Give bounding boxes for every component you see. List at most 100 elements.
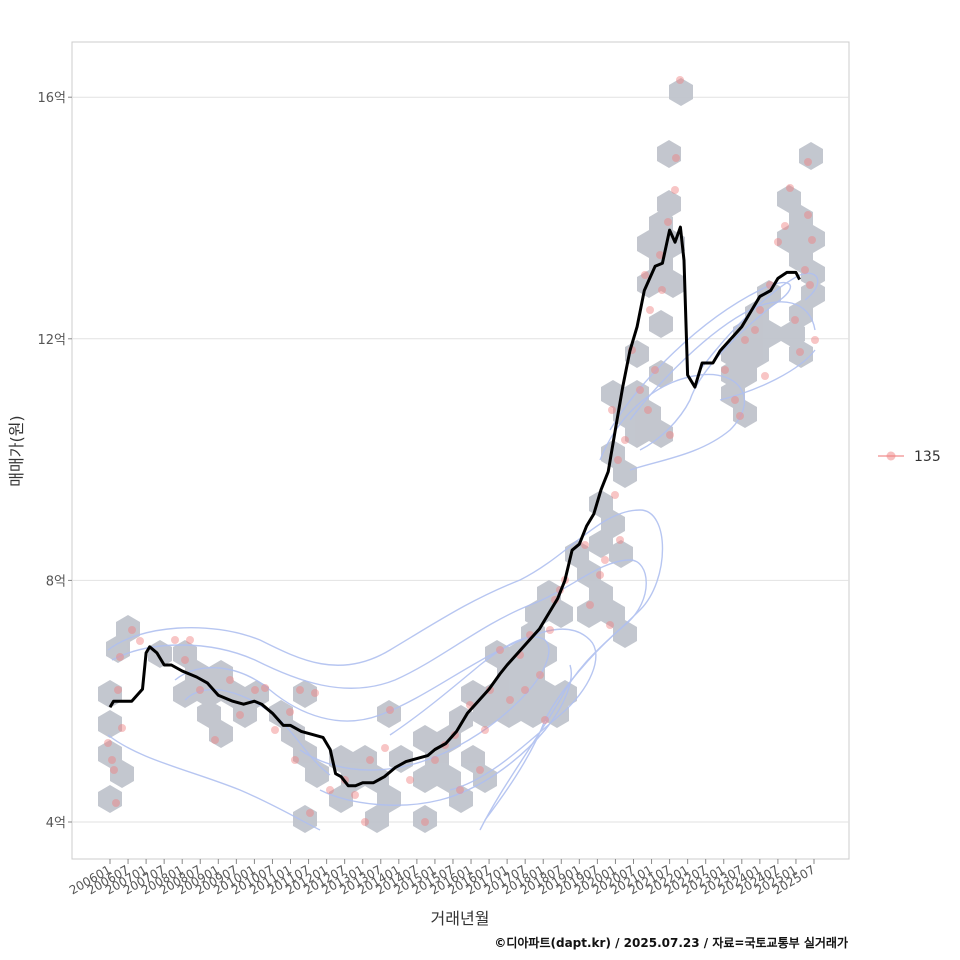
scatter-point xyxy=(774,238,782,246)
scatter-point xyxy=(136,637,144,645)
price-line-layer xyxy=(108,225,801,788)
scatter-point xyxy=(431,756,439,764)
scatter-point xyxy=(791,316,799,324)
scatter-point xyxy=(621,436,629,444)
scatter-point xyxy=(104,739,112,747)
scatter-point xyxy=(361,818,369,826)
scatter-point xyxy=(128,626,136,634)
scatter-point xyxy=(666,431,674,439)
y-tick-label: 16억 xyxy=(37,91,66,106)
density-contours xyxy=(107,272,819,831)
legend-label: 135 xyxy=(914,449,941,465)
hexbin-cell xyxy=(98,615,140,813)
scatter-point xyxy=(251,686,259,694)
hexbin-cell xyxy=(485,78,693,728)
scatter-point xyxy=(781,222,789,230)
y-axis-title: 매매가(원) xyxy=(7,415,26,486)
scatter-point xyxy=(786,184,794,192)
scatter-point xyxy=(311,689,319,697)
scatter-point xyxy=(116,653,124,661)
scatter-point xyxy=(646,306,654,314)
scatter-point xyxy=(671,186,679,194)
scatter-point xyxy=(421,818,429,826)
scatter-point xyxy=(614,456,622,464)
scatter-point xyxy=(664,218,672,226)
scatter-point xyxy=(286,708,294,716)
scatter-point xyxy=(601,556,609,564)
scatter-point xyxy=(112,799,120,807)
scatter-point xyxy=(114,686,122,694)
scatter-point xyxy=(261,684,269,692)
scatter-point xyxy=(721,366,729,374)
scatter-point xyxy=(611,491,619,499)
scatter-point xyxy=(804,211,812,219)
scatter-point xyxy=(676,76,684,84)
scatter-point xyxy=(672,154,680,162)
legend-key-point xyxy=(886,451,896,461)
scatter-point xyxy=(541,716,549,724)
scatter-points xyxy=(104,76,819,826)
y-tick-label: 8억 xyxy=(46,574,66,589)
scatter-point xyxy=(481,726,489,734)
scatter-point xyxy=(521,686,529,694)
scatter-point xyxy=(796,348,804,356)
scatter-point xyxy=(741,336,749,344)
scatter-point xyxy=(616,536,624,544)
scatter-point xyxy=(296,686,304,694)
scatter-point xyxy=(118,724,126,732)
x-axis-title: 거래년월 xyxy=(431,909,490,928)
x-axis: 2006012006072007012007072008012008072009… xyxy=(67,859,818,898)
contour-line xyxy=(609,281,792,451)
scatter-point xyxy=(381,744,389,752)
contour-line xyxy=(299,636,550,771)
scatter-point xyxy=(804,158,812,166)
scatter-point xyxy=(306,809,314,817)
scatter-point xyxy=(586,601,594,609)
scatter-point xyxy=(811,336,819,344)
scatter-point xyxy=(808,236,816,244)
scatter-point xyxy=(108,756,116,764)
grid-lines xyxy=(72,96,849,823)
scatter-point xyxy=(656,251,664,259)
scatter-point xyxy=(496,646,504,654)
y-tick-label: 12억 xyxy=(37,333,66,348)
scatter-point xyxy=(171,636,179,644)
scatter-point xyxy=(581,541,589,549)
scatter-point xyxy=(506,696,514,704)
scatter-point xyxy=(608,406,616,414)
scatter-point xyxy=(186,636,194,644)
y-tick-label: 4억 xyxy=(46,816,66,831)
scatter-point xyxy=(386,706,394,714)
scatter-point xyxy=(801,266,809,274)
scatter-point xyxy=(211,736,219,744)
scatter-point xyxy=(641,271,649,279)
contour-line xyxy=(719,349,816,401)
scatter-point xyxy=(181,656,189,664)
scatter-point xyxy=(406,776,414,784)
price-trend-line xyxy=(108,225,801,788)
scatter-point xyxy=(546,626,554,634)
scatter-point xyxy=(536,671,544,679)
scatter-point xyxy=(636,386,644,394)
scatter-point xyxy=(326,786,334,794)
scatter-point xyxy=(596,571,604,579)
contour-line xyxy=(107,734,321,831)
scatter-point xyxy=(751,326,759,334)
scatter-point xyxy=(658,286,666,294)
scatter-point xyxy=(806,281,814,289)
contour-line xyxy=(107,509,664,831)
contour-line xyxy=(629,301,816,421)
contour-line xyxy=(111,559,647,821)
hexbin-cell xyxy=(269,680,497,833)
scatter-point xyxy=(110,766,118,774)
scatter-point xyxy=(761,372,769,380)
scatter-point xyxy=(366,756,374,764)
scatter-point xyxy=(196,686,204,694)
scatter-point xyxy=(644,406,652,414)
contour-line xyxy=(319,664,572,806)
scatter-point xyxy=(236,711,244,719)
scatter-point xyxy=(351,791,359,799)
scatter-point xyxy=(476,766,484,774)
hexbin-cell xyxy=(148,640,269,748)
